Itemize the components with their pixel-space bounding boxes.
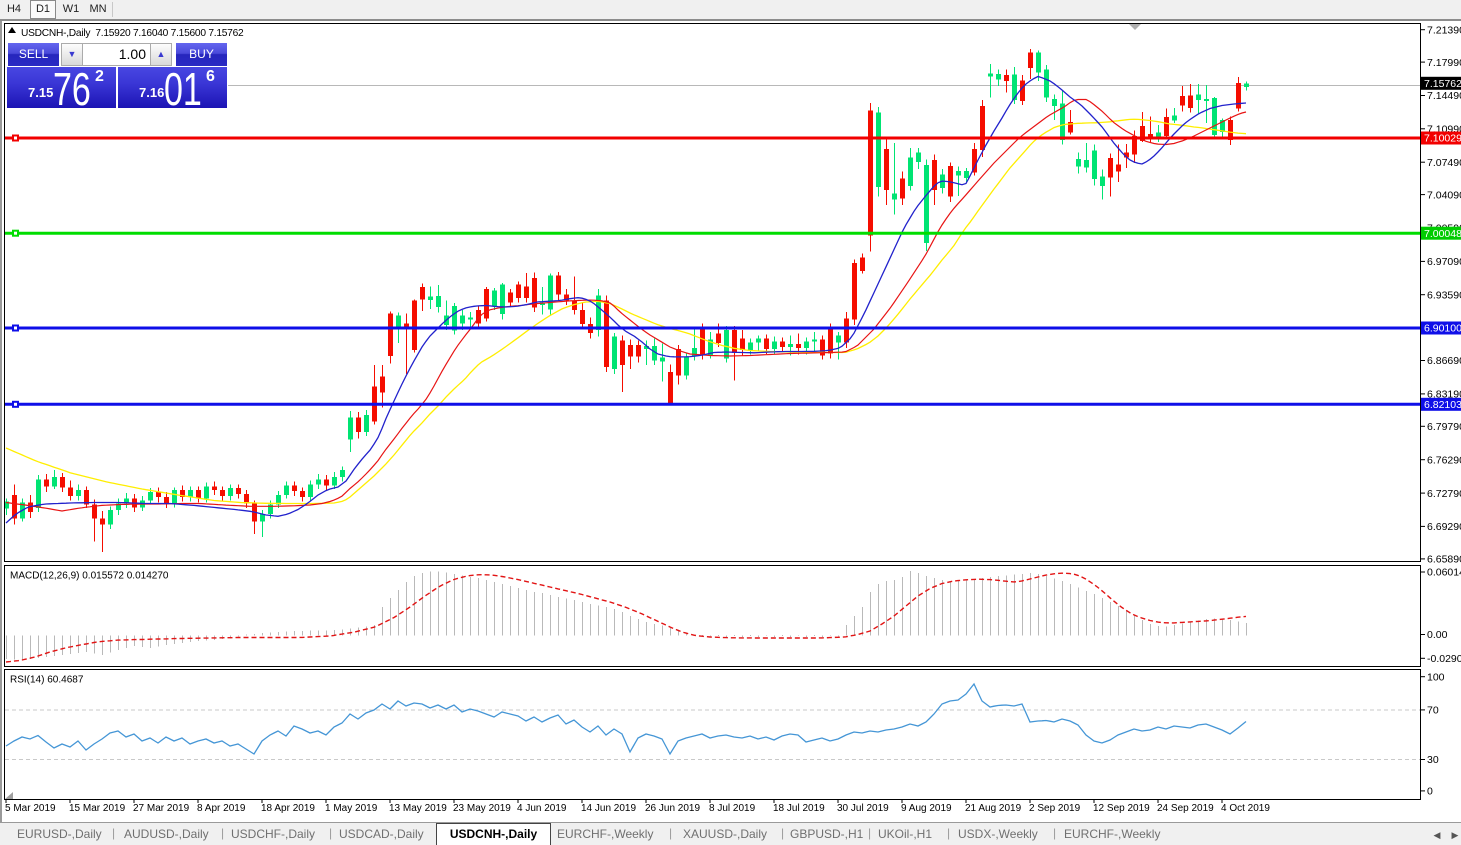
svg-text:15 Mar 2019: 15 Mar 2019 (69, 803, 126, 814)
svg-text:6.69290: 6.69290 (1427, 521, 1461, 533)
svg-text:14 Jun 2019: 14 Jun 2019 (581, 803, 636, 814)
svg-text:70: 70 (1427, 705, 1439, 717)
svg-text:6.72790: 6.72790 (1427, 488, 1461, 500)
svg-text:6.65890: 6.65890 (1427, 554, 1461, 566)
svg-text:6.97090: 6.97090 (1427, 256, 1461, 268)
svg-text:12 Sep 2019: 12 Sep 2019 (1093, 803, 1150, 814)
svg-text:27 Mar 2019: 27 Mar 2019 (133, 803, 190, 814)
svg-text:0: 0 (1427, 786, 1433, 798)
svg-text:8 Apr 2019: 8 Apr 2019 (197, 803, 246, 814)
svg-text:2 Sep 2019: 2 Sep 2019 (1029, 803, 1081, 814)
svg-text:26 Jun 2019: 26 Jun 2019 (645, 803, 700, 814)
svg-text:6.90100: 6.90100 (1424, 323, 1461, 335)
svg-text:6.76290: 6.76290 (1427, 454, 1461, 466)
svg-text:7.14490: 7.14490 (1427, 90, 1461, 102)
svg-text:7.17990: 7.17990 (1427, 57, 1461, 69)
svg-text:7.10029: 7.10029 (1424, 133, 1461, 145)
svg-text:13 May 2019: 13 May 2019 (389, 803, 447, 814)
svg-text:7.04090: 7.04090 (1427, 189, 1461, 201)
svg-text:6.86690: 6.86690 (1427, 355, 1461, 367)
svg-text:6.82103: 6.82103 (1424, 399, 1461, 411)
svg-text:7.21390: 7.21390 (1427, 24, 1461, 36)
svg-text:MACD(12,26,9) 0.015572 0.01427: MACD(12,26,9) 0.015572 0.014270 (10, 571, 169, 582)
svg-text:0.00: 0.00 (1427, 629, 1448, 641)
svg-text:30: 30 (1427, 754, 1439, 766)
svg-text:1 May 2019: 1 May 2019 (325, 803, 378, 814)
svg-text:18 Apr 2019: 18 Apr 2019 (261, 803, 315, 814)
svg-text:7.07490: 7.07490 (1427, 157, 1461, 169)
svg-text:18 Jul 2019: 18 Jul 2019 (773, 803, 825, 814)
svg-text:-0.029064: -0.029064 (1427, 653, 1461, 665)
svg-text:6.79790: 6.79790 (1427, 421, 1461, 433)
svg-text:6.93590: 6.93590 (1427, 289, 1461, 301)
svg-text:24 Sep 2019: 24 Sep 2019 (1157, 803, 1214, 814)
svg-text:100: 100 (1427, 671, 1445, 683)
svg-text:7.15762: 7.15762 (1424, 78, 1461, 90)
svg-text:30 Jul 2019: 30 Jul 2019 (837, 803, 889, 814)
svg-text:7.00048: 7.00048 (1424, 228, 1461, 240)
svg-text:21 Aug 2019: 21 Aug 2019 (965, 803, 1022, 814)
svg-text:6.83190: 6.83190 (1427, 389, 1461, 401)
svg-text:9 Aug 2019: 9 Aug 2019 (901, 803, 952, 814)
svg-text:0.060146: 0.060146 (1427, 567, 1461, 579)
svg-text:5 Mar 2019: 5 Mar 2019 (5, 803, 56, 814)
svg-text:RSI(14) 60.4687: RSI(14) 60.4687 (10, 675, 84, 686)
svg-text:USDCNH-,Daily 7.15920 7.16040: USDCNH-,Daily 7.15920 7.16040 7.15600 7.… (21, 28, 244, 39)
svg-text:23 May 2019: 23 May 2019 (453, 803, 511, 814)
svg-text:4 Jun 2019: 4 Jun 2019 (517, 803, 567, 814)
svg-text:4 Oct 2019: 4 Oct 2019 (1221, 803, 1270, 814)
svg-text:8 Jul 2019: 8 Jul 2019 (709, 803, 756, 814)
